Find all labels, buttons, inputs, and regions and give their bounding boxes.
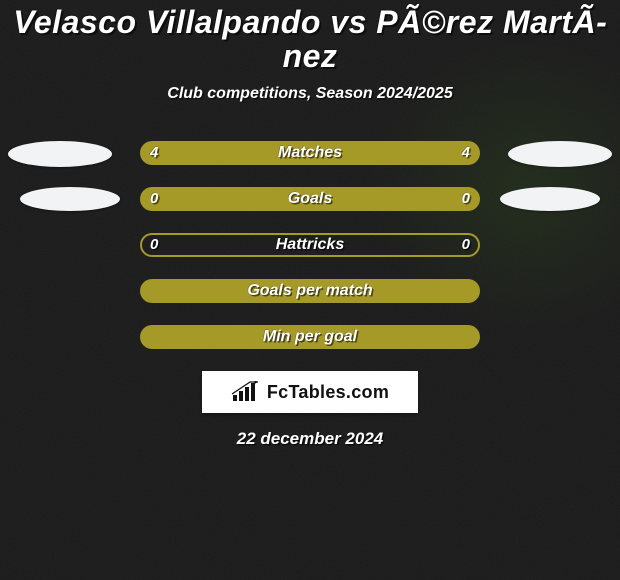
player-avatar-right [500,187,600,211]
stat-bar: 44Matches [140,141,480,165]
stat-bar: 0 0Hattricks [140,233,480,257]
stat-bar: Goals per match [140,279,480,303]
stat-row: 44Matches [0,141,620,165]
subtitle: Club competitions, Season 2024/2025 [0,85,620,103]
player-avatar-right [508,141,612,167]
stat-row: 00Goals [0,187,620,211]
stat-row: Min per goal [0,325,620,349]
stat-value-right: 0 [462,233,470,257]
stat-bar-left-fill [140,141,310,165]
brand-watermark: FcTables.com [202,371,418,413]
stat-rows-container: 44Matches 00Goals 0 0Hattricks Goals per mat… [0,141,620,349]
stat-bar-left-fill [140,279,480,303]
stats-comparison-card: Velasco Villalpando vs PÃ©rez MartÃ­nez … [0,0,620,580]
stat-bar: Min per goal [140,325,480,349]
player-avatar-left [20,187,120,211]
stat-bar-left-fill [140,187,480,211]
stat-bar-right-fill [310,141,480,165]
stat-label: Hattricks [140,233,480,257]
snapshot-date: 22 december 2024 [0,429,620,449]
bars-icon [231,381,261,403]
stat-row: 0 0Hattricks [0,233,620,257]
stat-row: Goals per match [0,279,620,303]
page-title: Velasco Villalpando vs PÃ©rez MartÃ­nez [0,0,620,73]
brand-text: FcTables.com [267,382,389,403]
stat-value-left: 0 [150,233,158,257]
stat-bar-left-fill [140,325,480,349]
player-avatar-left [8,141,112,167]
stat-bar: 00Goals [140,187,480,211]
